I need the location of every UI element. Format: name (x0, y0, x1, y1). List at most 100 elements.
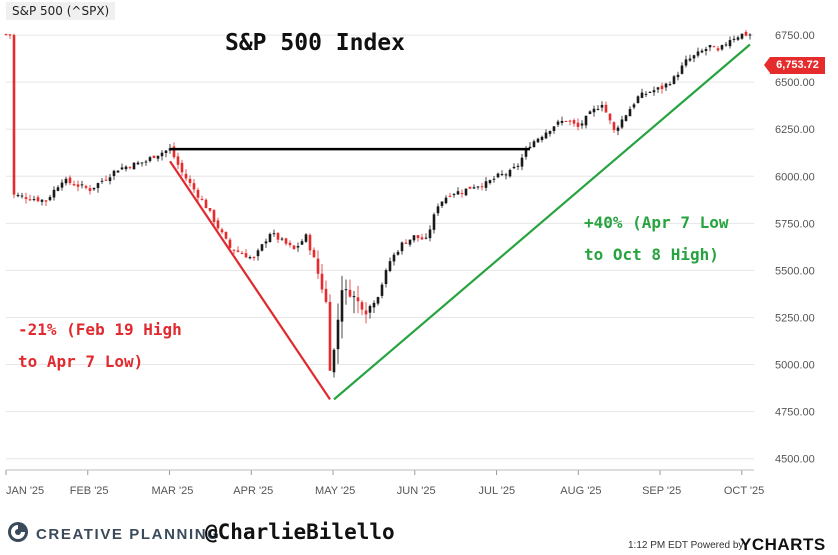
candle-body (408, 239, 412, 245)
candle-body (512, 166, 516, 169)
candle-body (736, 37, 740, 40)
candle-body (488, 180, 492, 184)
candle-body (440, 201, 444, 206)
candle-body (276, 232, 280, 240)
chart-title: S&P 500 Index (224, 30, 405, 56)
drawdown-annotation-line-2: to Apr 7 Low) (18, 352, 144, 371)
candle-body (96, 183, 100, 189)
candle-body (92, 187, 96, 190)
candle-body (272, 233, 276, 235)
candle-body (640, 92, 644, 98)
candle-body (108, 177, 112, 182)
candle-body (460, 193, 464, 195)
candle-body (456, 191, 460, 195)
candle-body (700, 50, 704, 53)
candle-body (48, 197, 52, 201)
candle-body (588, 111, 592, 115)
candle-body (320, 273, 324, 290)
candle-body (580, 123, 584, 126)
candle-body (448, 195, 452, 197)
candle-body (280, 238, 284, 240)
candle-body (8, 34, 12, 36)
candle-body (36, 197, 40, 202)
candle-body (696, 51, 700, 56)
x-tick-label: MAR '25 (152, 485, 194, 497)
candle-body (228, 239, 232, 248)
candle-body (236, 250, 240, 252)
timestamp-powered-by: 1:12 PM EDT Powered by (628, 540, 744, 551)
candle-body (44, 200, 48, 202)
candle-body (332, 349, 336, 373)
candle-body (604, 104, 608, 113)
candle-body (420, 237, 424, 240)
candle-body (200, 198, 204, 200)
candle-body (428, 229, 432, 239)
candle-body (80, 184, 84, 186)
candle-body (348, 289, 352, 297)
y-tick-label: 6250.00 (775, 124, 815, 136)
candle-body (344, 289, 348, 291)
candle-body (628, 109, 632, 117)
candle-body (620, 119, 624, 128)
candle-body (720, 45, 724, 50)
candle-body (124, 166, 128, 170)
candle-body (524, 149, 528, 157)
candle-body (672, 76, 676, 84)
candle-body (64, 178, 68, 184)
candle-body (52, 189, 56, 198)
creative-planning-logo-icon (8, 522, 28, 542)
candle-body (172, 146, 176, 158)
candle-body (360, 302, 364, 310)
candle-body (24, 197, 28, 200)
candle-body (76, 184, 80, 187)
candle-body (384, 270, 388, 285)
x-tick-label: OCT '25 (724, 485, 764, 497)
gridlines (6, 34, 754, 460)
candle-body (356, 297, 360, 302)
candle-body (244, 253, 248, 258)
candle-body (532, 141, 536, 148)
candle-body (148, 157, 152, 161)
candle-body (664, 83, 668, 88)
y-tick-label: 5750.00 (775, 218, 815, 230)
candle-body (568, 120, 572, 122)
candle-body (20, 195, 24, 197)
candle-body (336, 319, 340, 350)
candle-body (56, 187, 60, 191)
candle-body (136, 162, 140, 165)
ticker-tag: S&P 500 (^SPX) (6, 2, 116, 20)
candle-body (436, 206, 440, 214)
candle-body (292, 245, 296, 250)
candle-body (540, 136, 544, 141)
candle-body (676, 74, 680, 78)
candle-body (444, 197, 448, 204)
candle-body (712, 46, 716, 48)
candle-body (416, 235, 420, 239)
candle-body (304, 234, 308, 242)
candle-body (608, 113, 612, 121)
candle-body (308, 234, 312, 251)
candle-body (520, 157, 524, 167)
candle-body (564, 120, 568, 122)
candle-body (180, 162, 184, 173)
candle-body (32, 199, 36, 201)
candle-body (264, 241, 268, 244)
candle-body (240, 252, 244, 255)
x-tick-label: SEP '25 (642, 485, 681, 497)
y-tick-label: 6500.00 (775, 77, 815, 89)
candle-body (536, 138, 540, 143)
candle-body (500, 174, 504, 176)
candle-body (544, 132, 548, 139)
candle-body (16, 194, 20, 197)
ycharts-logo: YCHARTS (740, 535, 826, 554)
candle-body (120, 167, 124, 170)
candle-body (476, 186, 480, 188)
candle-body (548, 131, 552, 134)
candlestick-chart: 4500.00 4750.00 5000.00 5250.00 5500.00 5750.… (4, 29, 815, 497)
trend-lines (169, 43, 751, 401)
candle-body (104, 179, 108, 181)
candle-body (728, 40, 732, 47)
candle-body (88, 188, 92, 192)
drawdown-annotation: -21% (Feb 19 High to Apr 7 Low) (18, 314, 182, 378)
candle-body (748, 34, 752, 36)
